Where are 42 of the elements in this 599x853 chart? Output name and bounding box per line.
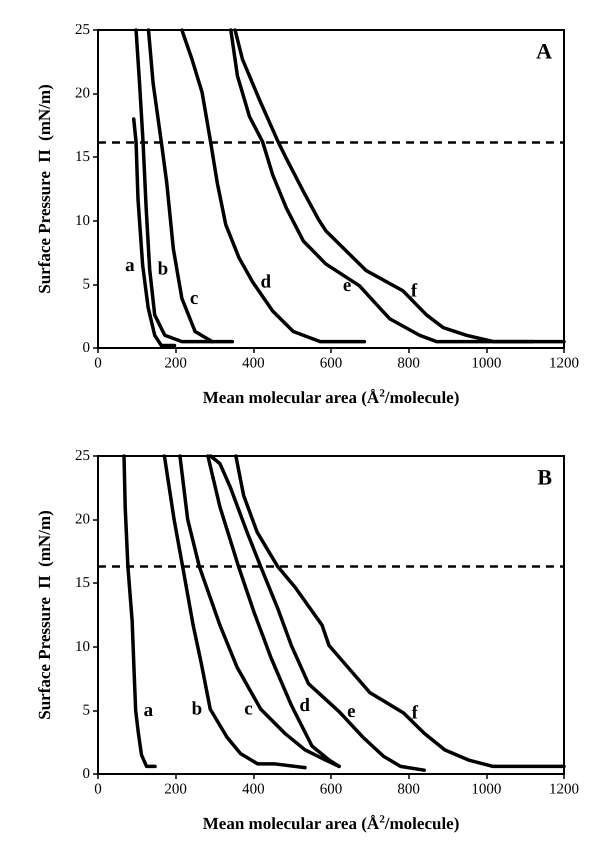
y-tick-label: 25: [75, 448, 90, 464]
y-tick-label: 0: [82, 340, 90, 356]
y-tick-label: 25: [75, 22, 90, 38]
y-tick-label: 0: [82, 766, 90, 782]
series-label: b: [192, 698, 202, 720]
y-axis-title: Surface Pressure Π (mN/m): [35, 510, 54, 720]
x-tick-label: 600: [320, 356, 342, 372]
series-label: e: [347, 701, 356, 722]
x-tick-label: 1200: [549, 356, 579, 372]
x-tick-label: 1000: [471, 356, 502, 372]
series-label: a: [144, 700, 154, 721]
series-label: c: [190, 288, 198, 309]
y-tick-label: 20: [75, 86, 90, 102]
y-tick-label: 20: [75, 512, 90, 528]
y-axis-title: Surface Pressure Π (mN/m): [35, 84, 54, 294]
series-label: b: [158, 258, 168, 280]
y-tick-label: 10: [75, 212, 90, 229]
series-label: c: [244, 698, 253, 720]
annotation: B: [537, 464, 552, 490]
x-tick-label: 200: [164, 356, 187, 372]
x-tick-label: 1200: [549, 782, 579, 798]
series-label: d: [260, 271, 272, 292]
series-label: f: [412, 702, 419, 724]
x-tick-label: 1000: [471, 782, 502, 798]
series-label: e: [342, 275, 352, 296]
y-tick-label: 5: [82, 276, 90, 292]
x-tick-label: 400: [242, 782, 265, 798]
y-tick-label: 5: [82, 702, 90, 718]
y-tick-label: 15: [75, 575, 90, 592]
series-label: d: [299, 694, 310, 716]
y-tick-label: 15: [75, 149, 90, 166]
x-tick-label: 0: [94, 356, 102, 372]
series-label: a: [125, 254, 136, 276]
series-label: f: [410, 280, 418, 302]
annotation: A: [536, 38, 552, 64]
y-tick-label: 10: [75, 638, 90, 655]
x-tick-label: 800: [397, 782, 420, 798]
x-tick-label: 800: [397, 356, 420, 372]
x-tick-label: 0: [94, 782, 102, 798]
x-tick-label: 400: [242, 356, 265, 372]
x-tick-label: 200: [164, 782, 187, 798]
x-tick-label: 600: [320, 782, 342, 798]
